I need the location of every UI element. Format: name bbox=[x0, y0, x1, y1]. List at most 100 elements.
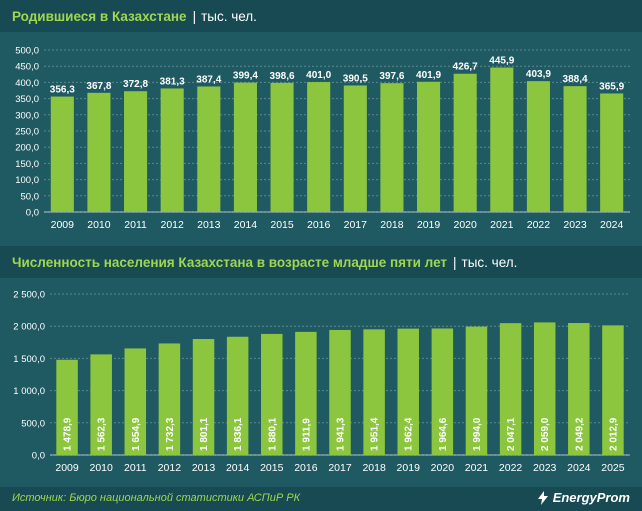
y-tick-label: 50,0 bbox=[21, 191, 40, 202]
x-tick-label: 2024 bbox=[567, 462, 591, 474]
chart2-title-bar: Численность населения Казахстана в возра… bbox=[0, 246, 642, 278]
data-label: 426,7 bbox=[453, 62, 478, 73]
x-tick-label: 2021 bbox=[490, 219, 514, 231]
x-tick-label: 2009 bbox=[51, 219, 75, 231]
data-label: 401,0 bbox=[306, 70, 331, 81]
data-label: 1 951,4 bbox=[370, 417, 381, 451]
y-tick-label: 100,0 bbox=[15, 175, 39, 186]
bar bbox=[50, 96, 74, 212]
x-tick-label: 2016 bbox=[294, 462, 318, 474]
x-tick-label: 2019 bbox=[397, 462, 421, 474]
data-label: 445,9 bbox=[489, 56, 514, 67]
data-label: 1 880,1 bbox=[267, 417, 278, 451]
x-tick-label: 2013 bbox=[197, 219, 221, 231]
x-tick-label: 2020 bbox=[431, 462, 455, 474]
data-label: 387,4 bbox=[196, 74, 221, 85]
brand-name: EnergyProm bbox=[552, 490, 630, 505]
data-label: 398,6 bbox=[270, 71, 295, 82]
chart1-title-bar: Родившиеся в Казахстане | тыс. чел. bbox=[0, 0, 642, 32]
data-label: 1 836,1 bbox=[233, 417, 244, 451]
chart2-unit: тыс. чел. bbox=[461, 254, 518, 270]
y-tick-label: 200,0 bbox=[15, 143, 39, 154]
chart1-unit: тыс. чел. bbox=[201, 8, 257, 24]
x-tick-label: 2014 bbox=[234, 219, 258, 231]
data-label: 1 941,3 bbox=[336, 417, 347, 451]
bar bbox=[197, 86, 221, 212]
bar bbox=[270, 82, 294, 212]
x-tick-label: 2016 bbox=[307, 219, 331, 231]
bar bbox=[363, 329, 385, 455]
x-tick-label: 2025 bbox=[601, 462, 625, 474]
bar bbox=[568, 323, 590, 455]
bar bbox=[158, 343, 181, 455]
bar bbox=[233, 82, 257, 213]
bar bbox=[343, 85, 367, 212]
bar bbox=[226, 336, 249, 455]
title-separator: | bbox=[453, 254, 457, 270]
bar bbox=[490, 67, 514, 212]
bar bbox=[295, 331, 317, 455]
bar bbox=[380, 83, 404, 212]
title-separator: | bbox=[192, 8, 197, 24]
under-five-population-chart: 0,0 500,0 1 000,0 1 500,0 2 000,0 2 500,0 2009… bbox=[13, 290, 630, 474]
y-tick-label: 150,0 bbox=[15, 159, 39, 170]
x-tick-label: 2012 bbox=[161, 219, 185, 231]
data-label: 1 964,6 bbox=[438, 417, 449, 451]
bar bbox=[160, 88, 184, 212]
bar bbox=[499, 323, 522, 455]
data-label: 388,4 bbox=[563, 74, 588, 85]
y-tick-label: 0,0 bbox=[32, 451, 45, 462]
data-label: 1 801,1 bbox=[199, 417, 210, 451]
data-label: 2 059,0 bbox=[540, 417, 551, 451]
energyprom-logo-icon bbox=[537, 490, 548, 505]
y-tick-label: 0,0 bbox=[26, 208, 39, 219]
x-tick-label: 2023 bbox=[563, 219, 587, 231]
bar bbox=[453, 73, 477, 212]
bar bbox=[465, 326, 488, 455]
bar bbox=[602, 325, 624, 455]
brand-logo: EnergyProm bbox=[536, 490, 630, 505]
data-label: 367,8 bbox=[86, 81, 111, 92]
bar bbox=[90, 354, 112, 455]
bar bbox=[600, 93, 624, 212]
data-label: 1 732,3 bbox=[165, 417, 176, 451]
y-tick-label: 2 000,0 bbox=[13, 322, 45, 333]
x-tick-label: 2022 bbox=[499, 462, 523, 474]
data-label: 397,6 bbox=[379, 71, 404, 82]
y-tick-label: 300,0 bbox=[15, 110, 39, 121]
data-label: 1 962,4 bbox=[404, 417, 415, 451]
bar bbox=[124, 91, 148, 212]
data-label: 365,9 bbox=[599, 81, 624, 92]
x-tick-label: 2017 bbox=[344, 219, 368, 231]
y-tick-label: 400,0 bbox=[15, 78, 39, 89]
data-label: 390,5 bbox=[343, 73, 368, 84]
y-tick-label: 250,0 bbox=[15, 127, 39, 138]
x-tick-label: 2010 bbox=[89, 462, 113, 474]
bar bbox=[563, 86, 587, 212]
data-label: 403,9 bbox=[526, 69, 551, 80]
data-label: 1 654,9 bbox=[131, 417, 142, 451]
bar bbox=[397, 328, 419, 455]
x-tick-label: 2013 bbox=[192, 462, 216, 474]
bar bbox=[192, 339, 215, 455]
x-tick-label: 2019 bbox=[417, 219, 441, 231]
x-tick-label: 2015 bbox=[270, 219, 294, 231]
data-label: 1 911,9 bbox=[301, 418, 312, 451]
y-tick-label: 1 000,0 bbox=[13, 386, 45, 397]
bar bbox=[431, 328, 454, 455]
x-tick-label: 2018 bbox=[362, 462, 386, 474]
data-label: 1 562,3 bbox=[97, 417, 108, 451]
data-label: 2 049,2 bbox=[574, 417, 585, 451]
x-tick-label: 2018 bbox=[380, 219, 404, 231]
data-label: 1 994,0 bbox=[472, 417, 483, 451]
x-tick-label: 2022 bbox=[527, 219, 551, 231]
x-tick-label: 2009 bbox=[55, 462, 79, 474]
source-note: Источник: Бюро национальной статистики А… bbox=[12, 492, 301, 504]
data-label: 399,4 bbox=[233, 71, 258, 82]
x-tick-label: 2020 bbox=[454, 219, 478, 231]
data-label: 2 012,9 bbox=[608, 417, 619, 451]
data-label: 401,9 bbox=[416, 70, 441, 81]
x-tick-label: 2014 bbox=[226, 462, 250, 474]
bar bbox=[417, 81, 441, 213]
y-tick-label: 350,0 bbox=[15, 94, 39, 105]
